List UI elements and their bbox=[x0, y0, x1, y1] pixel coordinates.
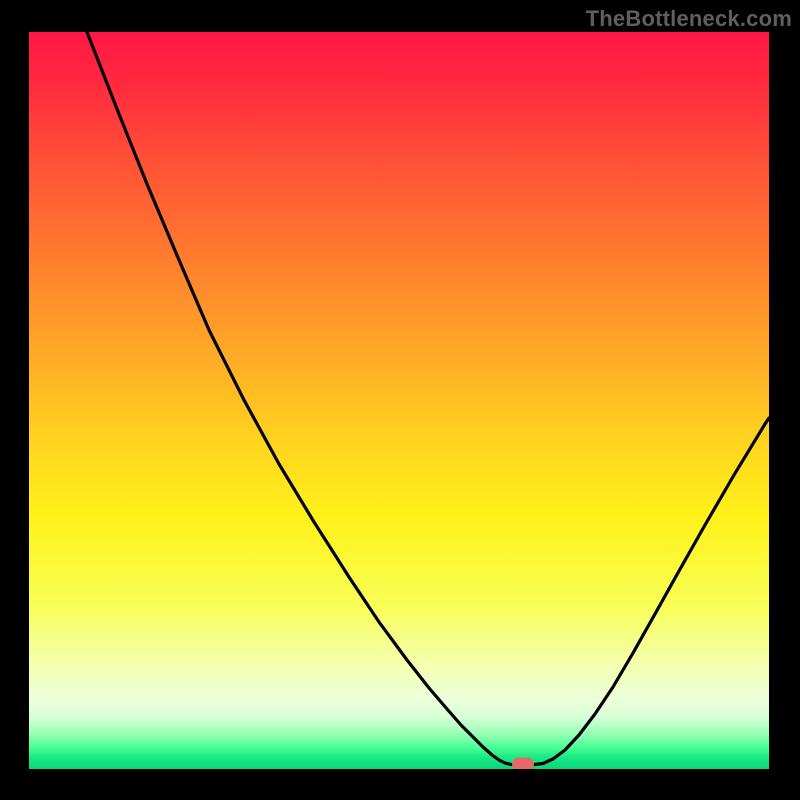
chart-svg bbox=[29, 32, 769, 769]
optimum-marker bbox=[512, 758, 534, 770]
plot-area bbox=[29, 32, 769, 769]
plot-background bbox=[29, 32, 769, 769]
watermark-text: TheBottleneck.com bbox=[586, 6, 792, 32]
bottleneck-chart: TheBottleneck.com bbox=[0, 0, 800, 800]
